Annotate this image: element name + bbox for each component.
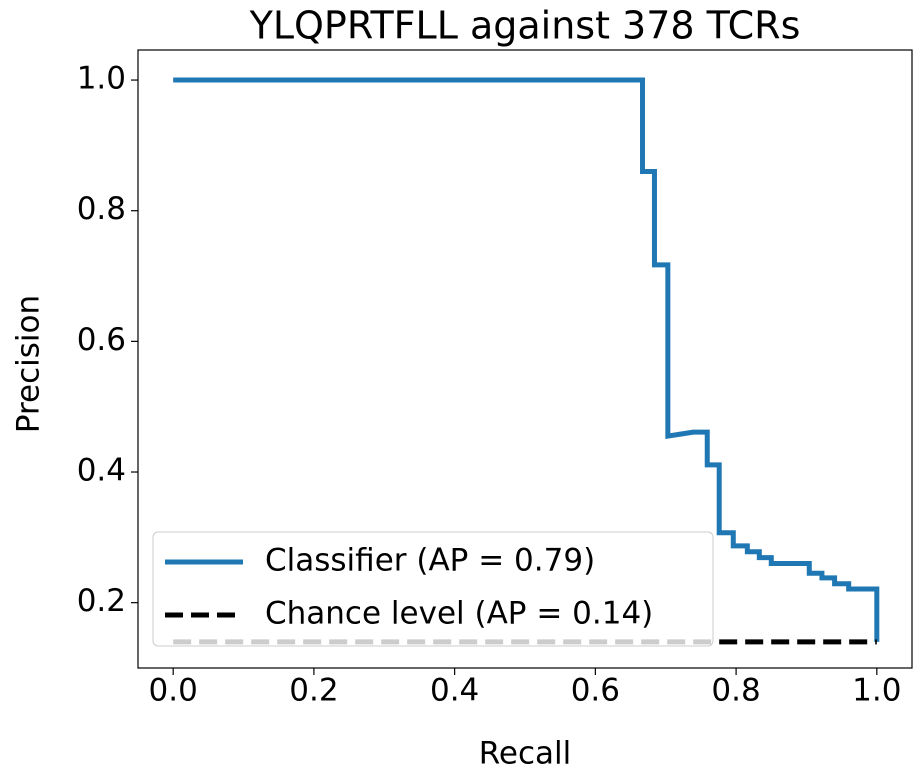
x-tick-label: 0.4 xyxy=(430,673,479,709)
y-tick-label: 0.2 xyxy=(77,583,126,619)
x-tick-label: 0.0 xyxy=(149,673,198,709)
x-tick-label: 0.2 xyxy=(289,673,338,709)
legend-label: Chance level (AP = 0.14) xyxy=(265,596,653,632)
y-axis-label: Precision xyxy=(11,295,47,433)
legend-box xyxy=(152,531,714,647)
legend-label: Classifier (AP = 0.79) xyxy=(265,543,595,579)
plot-frame xyxy=(137,49,913,669)
x-tick-label: 1.0 xyxy=(852,673,901,709)
x-tick-label: 0.6 xyxy=(571,673,620,709)
x-axis-label: Recall xyxy=(479,736,572,772)
y-tick-label: 1.0 xyxy=(77,61,126,97)
y-tick-label: 0.6 xyxy=(77,322,126,358)
x-tick-label: 0.8 xyxy=(711,673,760,709)
y-tick-label: 0.4 xyxy=(77,453,126,489)
data-line xyxy=(173,77,880,642)
legend: Classifier (AP = 0.79) Chance level (AP =… xyxy=(152,531,714,647)
y-tick-label: 0.8 xyxy=(77,191,126,227)
chart-title: YLQPRTFLL against 378 TCRs xyxy=(249,4,801,48)
